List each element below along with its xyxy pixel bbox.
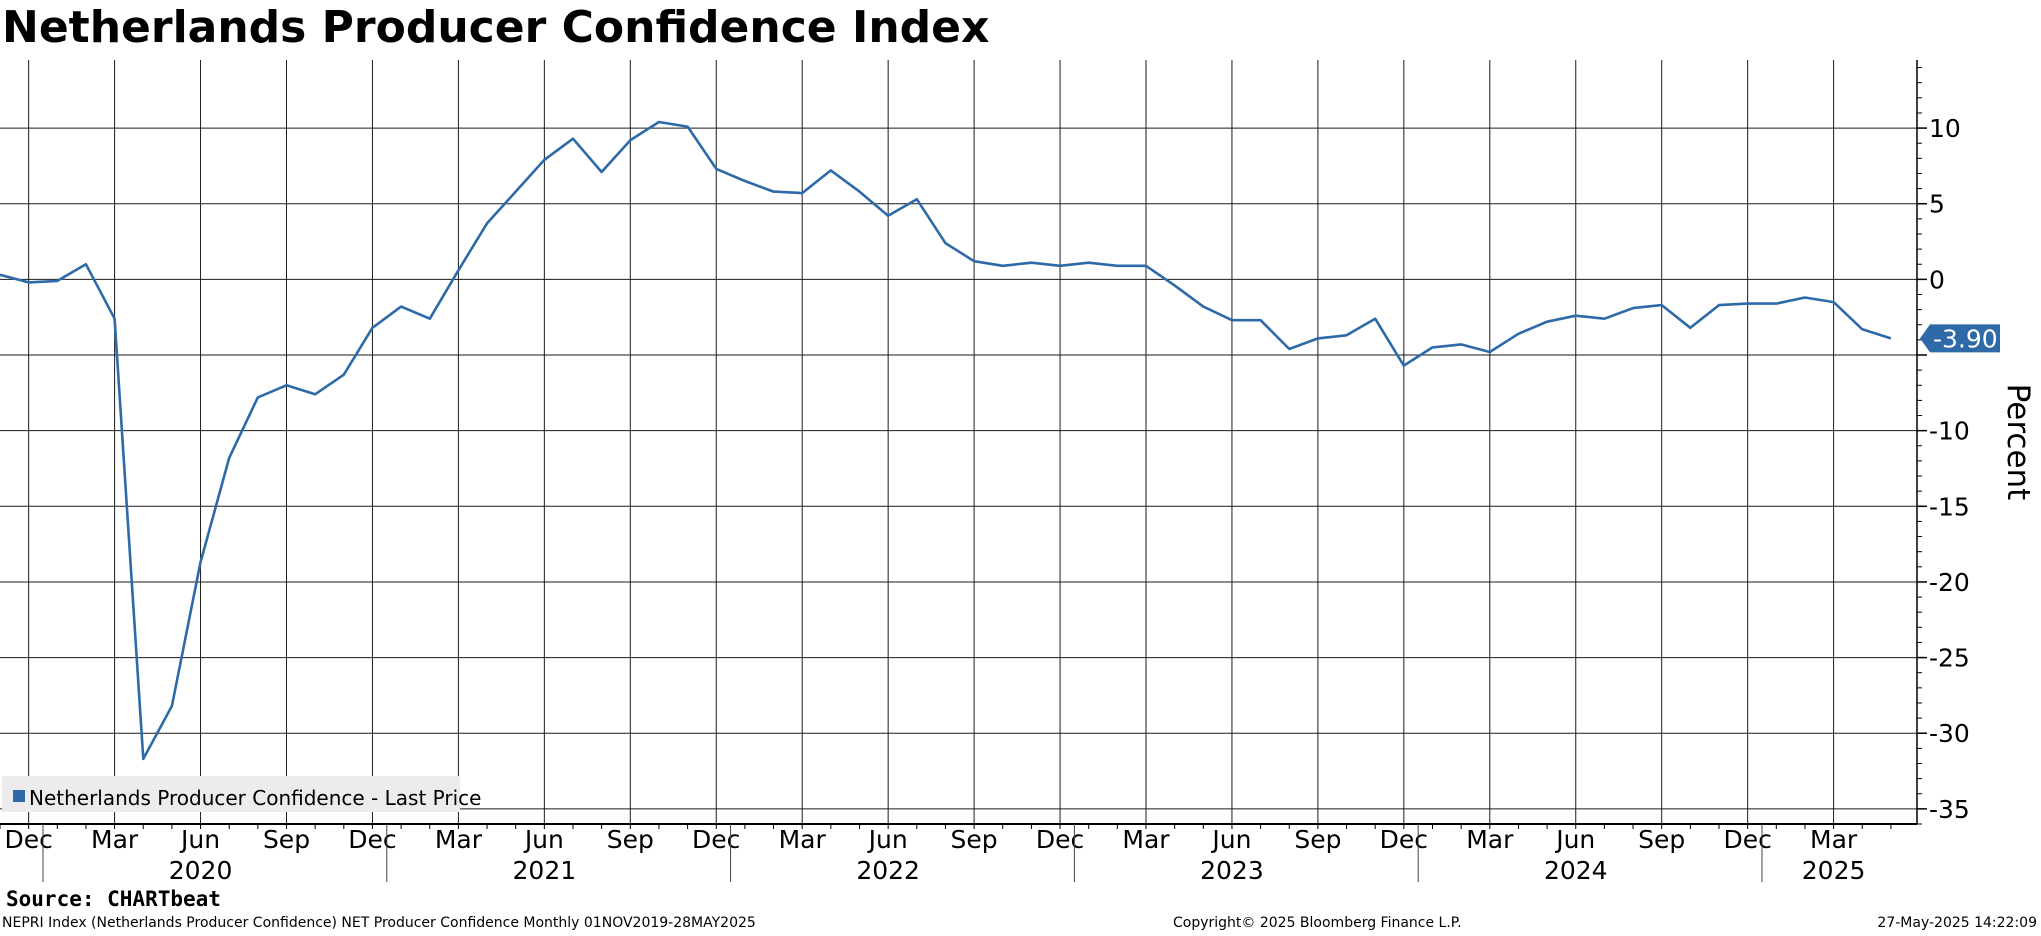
last-value-label: -3.90 (1933, 324, 1998, 353)
x-tick-label: Sep (951, 825, 998, 854)
x-tick-label: Mar (435, 825, 483, 854)
footer-copyright: Copyright© 2025 Bloomberg Finance L.P. (1173, 915, 1462, 931)
x-axis: Dec Mar Jun Sep Dec Mar Jun Sep Dec Mar Jun Sep Dec M… (0, 823, 1917, 885)
x-tick-label: Jun (179, 825, 220, 854)
x-year-label: 2023 (1200, 856, 1264, 885)
last-value-marker: -3.90 (1920, 324, 2000, 353)
x-tick-label: Dec (1036, 825, 1084, 854)
x-tick-label: Dec (1380, 825, 1428, 854)
x-year-label: 2024 (1544, 856, 1608, 885)
last-value-tag (1920, 324, 2000, 353)
right-y-axis: 10 5 0 -10 -15 -20 -25 -30 -35 (1916, 60, 1970, 825)
x-tick-label: Sep (607, 825, 654, 854)
y-tick-label: -35 (1929, 795, 1970, 824)
x-tick-label: Dec (4, 825, 52, 854)
x-tick-label: Mar (1810, 825, 1858, 854)
footer-timestamp: 27-May-2025 14:22:09 (1877, 915, 2037, 931)
legend-swatch (13, 790, 25, 802)
x-year-label: 2025 (1802, 856, 1866, 885)
x-tick-label: Jun (1554, 825, 1595, 854)
series-line (0, 120, 1892, 761)
footer-description: NEPRI Index (Netherlands Producer Confid… (2, 915, 756, 931)
y-axis-label-group: Percent (2000, 384, 2036, 501)
x-tick-label: Mar (1466, 825, 1514, 854)
x-tick-label: Sep (1638, 825, 1685, 854)
x-tick-label: Mar (1122, 825, 1170, 854)
x-tick-label: Dec (1723, 825, 1771, 854)
y-tick-label: -20 (1929, 568, 1970, 597)
x-year-label: 2021 (513, 856, 577, 885)
legend-entry: Netherlands Producer Confidence - Last P… (29, 786, 481, 810)
y-tick-label: -30 (1929, 719, 1970, 748)
y-tick-label: 0 (1929, 265, 1945, 294)
y-tick-label: 5 (1929, 190, 1945, 219)
y-tick-label: -10 (1929, 417, 1970, 446)
x-tick-label: Mar (91, 825, 139, 854)
y-axis-label: Percent (2000, 384, 2036, 501)
x-tick-label: Jun (867, 825, 908, 854)
x-year-label: 2022 (856, 856, 920, 885)
series-layer (0, 120, 1892, 761)
x-tick-label: Mar (779, 825, 827, 854)
y-tick-label: -25 (1929, 644, 1970, 673)
y-tick-label: 10 (1929, 114, 1961, 143)
source-label: Source: CHARTbeat (6, 887, 221, 911)
legend-background (2, 776, 460, 812)
x-tick-label: Jun (523, 825, 564, 854)
x-tick-label: Sep (263, 825, 310, 854)
y-tick-label: -15 (1929, 492, 1970, 521)
x-year-label: 2020 (169, 856, 233, 885)
grid-lines (0, 60, 1917, 824)
legend: Netherlands Producer Confidence - Last P… (2, 776, 481, 812)
x-tick-label: Sep (1294, 825, 1341, 854)
chart-title: Netherlands Producer Confidence Index (2, 2, 990, 53)
x-tick-label: Dec (692, 825, 740, 854)
x-tick-label: Jun (1210, 825, 1251, 854)
x-tick-label: Dec (348, 825, 396, 854)
